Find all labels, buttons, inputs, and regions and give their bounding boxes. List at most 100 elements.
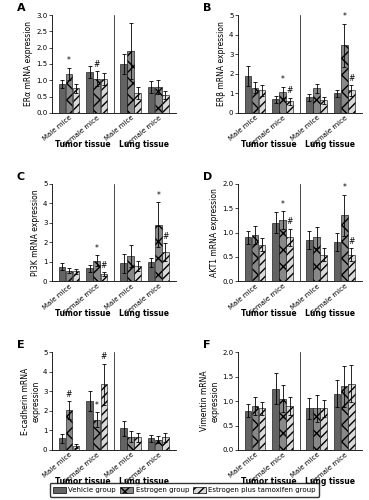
Bar: [334, 242, 341, 282]
Y-axis label: PI3K mRNA expression: PI3K mRNA expression: [31, 189, 40, 276]
Bar: [252, 235, 258, 282]
Bar: [100, 78, 107, 113]
Bar: [259, 90, 265, 113]
Bar: [286, 406, 293, 450]
Text: #: #: [162, 232, 169, 241]
Bar: [162, 438, 169, 450]
Bar: [148, 262, 155, 281]
Bar: [341, 216, 348, 282]
Text: #: #: [101, 260, 107, 270]
Bar: [127, 436, 134, 450]
Bar: [306, 98, 313, 113]
Y-axis label: ERβ mRNA expression: ERβ mRNA expression: [217, 22, 226, 106]
Bar: [272, 100, 279, 113]
Bar: [306, 240, 313, 282]
Bar: [86, 401, 93, 450]
Bar: [313, 238, 320, 282]
Bar: [59, 84, 65, 113]
Y-axis label: AKT1 mRNA expression: AKT1 mRNA expression: [210, 188, 220, 277]
Legend: Vehicle group, Estrogen group, Estrogen plus tamoxifen group: Vehicle group, Estrogen group, Estrogen …: [50, 483, 319, 496]
Text: #: #: [66, 390, 72, 398]
Bar: [120, 264, 127, 281]
Bar: [272, 222, 279, 282]
Bar: [320, 254, 327, 281]
Bar: [279, 220, 286, 282]
Bar: [86, 268, 93, 281]
Text: Lung tissue: Lung tissue: [120, 478, 169, 486]
Text: D: D: [203, 172, 212, 181]
Bar: [279, 398, 286, 450]
Text: *: *: [281, 76, 284, 84]
Bar: [120, 64, 127, 113]
Text: Lung tissue: Lung tissue: [306, 140, 355, 149]
Bar: [245, 411, 251, 450]
Bar: [348, 254, 355, 281]
Bar: [73, 272, 79, 281]
Bar: [73, 446, 79, 450]
Bar: [66, 74, 72, 113]
Text: Tumor tissue: Tumor tissue: [55, 478, 111, 486]
Bar: [245, 76, 251, 113]
Bar: [259, 408, 265, 450]
Text: *: *: [281, 200, 284, 209]
Bar: [252, 406, 258, 450]
Bar: [134, 92, 141, 113]
Bar: [66, 410, 72, 450]
Bar: [286, 101, 293, 113]
Bar: [93, 420, 100, 450]
Bar: [286, 238, 293, 282]
Text: E: E: [17, 340, 25, 350]
Text: Lung tissue: Lung tissue: [120, 309, 169, 318]
Bar: [162, 252, 169, 282]
Bar: [313, 408, 320, 450]
Text: F: F: [203, 340, 210, 350]
Bar: [66, 270, 72, 281]
Bar: [252, 88, 258, 113]
Text: Lung tissue: Lung tissue: [306, 309, 355, 318]
Bar: [306, 408, 313, 450]
Y-axis label: Vimentin mRNA
expression: Vimentin mRNA expression: [200, 370, 220, 432]
Text: B: B: [203, 3, 211, 13]
Bar: [155, 440, 162, 450]
Text: Tumor tissue: Tumor tissue: [241, 478, 297, 486]
Bar: [134, 266, 141, 281]
Text: #: #: [287, 86, 293, 95]
Bar: [155, 87, 162, 113]
Bar: [86, 72, 93, 113]
Text: Tumor tissue: Tumor tissue: [55, 309, 111, 318]
Text: #: #: [287, 217, 293, 226]
Text: *: *: [95, 244, 99, 253]
Bar: [120, 428, 127, 450]
Bar: [127, 256, 134, 281]
Bar: [73, 88, 79, 113]
Text: C: C: [17, 172, 25, 181]
Text: #: #: [348, 74, 355, 82]
Bar: [341, 46, 348, 113]
Bar: [320, 408, 327, 450]
Text: A: A: [17, 3, 25, 13]
Bar: [148, 438, 155, 450]
Bar: [334, 394, 341, 450]
Text: *: *: [342, 184, 346, 192]
Text: #: #: [93, 60, 100, 69]
Bar: [334, 94, 341, 113]
Text: *: *: [156, 190, 160, 200]
Bar: [272, 389, 279, 450]
Bar: [348, 384, 355, 450]
Text: Lung tissue: Lung tissue: [306, 478, 355, 486]
Bar: [155, 224, 162, 281]
Bar: [162, 95, 169, 113]
Text: Lung tissue: Lung tissue: [120, 140, 169, 149]
Text: *: *: [67, 56, 71, 66]
Text: Tumor tissue: Tumor tissue: [55, 140, 111, 149]
Bar: [100, 274, 107, 281]
Y-axis label: E-cadherin mRNA
expression: E-cadherin mRNA expression: [21, 368, 40, 434]
Bar: [100, 384, 107, 450]
Text: Tumor tissue: Tumor tissue: [241, 140, 297, 149]
Bar: [259, 244, 265, 282]
Bar: [320, 100, 327, 113]
Bar: [341, 386, 348, 450]
Bar: [134, 438, 141, 450]
Bar: [313, 88, 320, 113]
Bar: [59, 438, 65, 450]
